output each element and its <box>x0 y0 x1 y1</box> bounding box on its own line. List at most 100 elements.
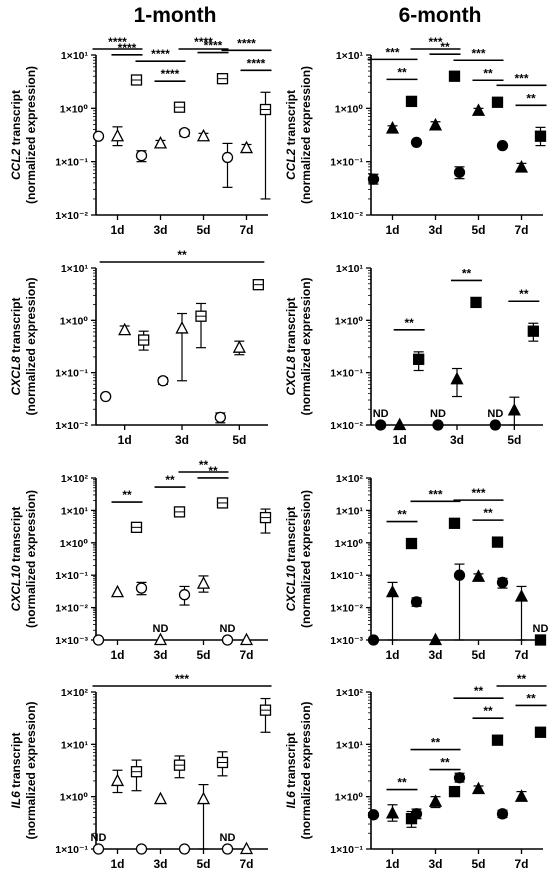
y-axis-label: CXCL8 transcript <box>284 297 298 395</box>
nd-label: ND <box>373 408 389 420</box>
x-tick-label: 5d <box>232 433 246 447</box>
x-tick-label: 3d <box>153 648 167 662</box>
significance-label: ** <box>122 488 132 502</box>
data-point-triangle <box>428 117 443 131</box>
significance-label: ** <box>526 91 536 105</box>
data-point-circle <box>135 149 148 162</box>
significance-label: **** <box>108 35 127 49</box>
y-tick-label: 1×10⁻² <box>330 210 363 222</box>
y-tick-label: 1×10⁰ <box>60 315 89 327</box>
x-tick-label: 1d <box>110 648 124 662</box>
significance-label: ** <box>165 473 175 487</box>
significance-label: ** <box>404 316 414 330</box>
data-point-circle <box>157 375 169 387</box>
y-tick-label: 1×10⁻¹ <box>330 368 363 380</box>
data-point-circle <box>489 419 501 431</box>
data-point-circle <box>178 843 191 855</box>
significance-label: **** <box>194 35 213 49</box>
data-point-circle <box>221 843 234 855</box>
data-point-square <box>448 785 461 798</box>
panel-cxcl10-1-month: 1×10⁻³ 1×10⁻² 1×10⁻¹ 1×10⁰ 1×10¹ 1×10² 1d 3d 5d 7… <box>9 458 272 662</box>
column-title-1-month: 1-month <box>133 4 217 27</box>
y-axis-label-units: (normalized expression) <box>299 66 313 204</box>
data-point-triangle <box>239 841 254 855</box>
data-point-triangle <box>385 805 400 819</box>
x-tick-label: 3d <box>153 223 167 237</box>
data-point-triangle <box>196 791 211 805</box>
y-axis-label-rest: transcript <box>9 507 23 566</box>
y-tick-label: 1×10⁰ <box>60 103 89 115</box>
nd-label: ND <box>153 623 169 635</box>
data-point-triangle <box>153 136 168 149</box>
x-tick-label: 7d <box>239 648 253 662</box>
data-point-circle <box>453 166 466 179</box>
y-tick-label: 1×10⁻² <box>55 420 88 432</box>
data-point-triangle <box>428 794 443 807</box>
data-point-square <box>534 130 547 142</box>
y-tick-label: 1×10⁰ <box>335 538 364 550</box>
y-tick-label: 1×10⁻³ <box>55 635 88 647</box>
data-point-triangle <box>514 589 529 602</box>
x-tick-label: 1d <box>385 223 399 237</box>
y-tick-label: 1×10¹ <box>61 505 89 517</box>
significance-label: **** <box>204 39 223 53</box>
x-tick-label: 1d <box>118 433 132 447</box>
y-tick-label: 1×10² <box>61 473 89 485</box>
data-point-square <box>405 95 418 108</box>
data-point-triangle <box>110 128 125 142</box>
data-point-circle <box>496 139 509 152</box>
y-axis-gene-name: CCL2 <box>284 148 298 180</box>
data-point-circle <box>367 809 380 821</box>
data-point-circle <box>92 843 105 855</box>
data-point-square <box>448 70 461 82</box>
x-tick-label: 7d <box>239 857 253 871</box>
x-tick-label: 3d <box>428 857 442 871</box>
y-axis-gene-name: IL6 <box>9 791 23 809</box>
x-tick-label: 1d <box>110 223 124 237</box>
nd-label: ND <box>220 623 236 635</box>
y-axis-label-units: (normalized expression) <box>24 277 38 415</box>
y-tick-label: 1×10¹ <box>61 50 89 62</box>
data-point-circle <box>432 419 444 431</box>
significance-label: ** <box>177 248 187 262</box>
panel-cxcl10-6-month: 1×10⁻³ 1×10⁻² 1×10⁻¹ 1×10⁰ 1×10¹ 1×10² 1d 3d 5d 7… <box>284 473 549 662</box>
column-title-6-month: 6-month <box>398 4 482 27</box>
x-tick-label: 1d <box>385 857 399 871</box>
y-tick-label: 1×10² <box>336 473 364 485</box>
y-axis-label-units: (normalized expression) <box>299 277 313 415</box>
x-tick-label: 5d <box>196 648 210 662</box>
y-tick-label: 1×10¹ <box>336 263 364 275</box>
x-tick-label: 5d <box>196 857 210 871</box>
y-axis-gene-name: IL6 <box>284 791 298 809</box>
data-point-triangle <box>239 632 254 646</box>
y-tick-label: 1×10⁰ <box>335 792 364 804</box>
y-tick-label: 1×10⁻³ <box>330 635 363 647</box>
y-tick-label: 1×10⁻¹ <box>55 368 88 380</box>
data-point-square <box>413 353 425 365</box>
y-tick-label: 1×10² <box>336 687 364 699</box>
nd-label: ND <box>430 408 446 420</box>
x-tick-label: 5d <box>196 223 210 237</box>
significance-label: ** <box>208 464 218 478</box>
x-tick-label: 7d <box>514 857 528 871</box>
y-tick-label: 1×10² <box>61 687 89 699</box>
data-point-circle <box>92 634 105 646</box>
x-tick-label: 5d <box>471 223 485 237</box>
significance-label: ** <box>397 508 407 522</box>
data-point-circle <box>135 582 148 594</box>
data-point-triangle <box>428 632 443 646</box>
data-point-triangle <box>385 584 400 598</box>
data-point-triangle <box>110 773 125 787</box>
y-tick-label: 1×10¹ <box>61 263 89 275</box>
data-point-square <box>448 517 461 529</box>
significance-label: ** <box>526 691 536 705</box>
y-tick-label: 1×10⁻¹ <box>330 570 363 582</box>
significance-label: **** <box>237 36 256 50</box>
panel-cxcl8-1-month: 1×10⁻² 1×10⁻¹ 1×10⁰ 1×10¹ 1d 3d 5d CXCL8 transc… <box>9 248 268 447</box>
data-point-square <box>491 96 504 108</box>
nd-label: ND <box>533 623 549 635</box>
panel-ccl2-1-month: 1×10⁻² 1×10⁻¹ 1×10⁰ 1×10¹ 1d 3d 5d 7d CCL2 trans… <box>9 35 272 237</box>
panel-il6-6-month: 1×10⁻¹ 1×10⁰ 1×10¹ 1×10² 1d 3d 5d 7d IL6 transcr… <box>284 672 547 871</box>
data-point-circle <box>496 576 509 589</box>
data-point-circle <box>453 772 466 784</box>
